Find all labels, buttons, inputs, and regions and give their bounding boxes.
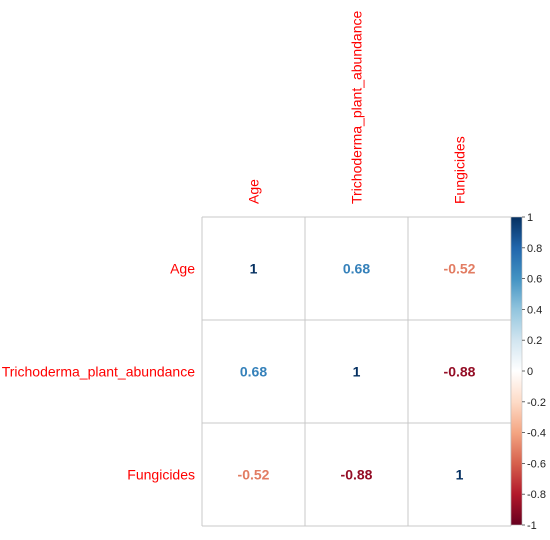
matrix-cell xyxy=(305,217,408,320)
matrix-cell xyxy=(305,320,408,423)
cell-values: 1 0.68 -0.52 0.68 1 -0.88 -0.52 -0.88 1 xyxy=(238,261,476,483)
row-label: Fungicides xyxy=(127,467,195,483)
colorbar xyxy=(510,216,523,526)
column-label: Age xyxy=(246,179,262,204)
matrix-cell xyxy=(202,320,305,423)
matrix-cell xyxy=(408,320,511,423)
row-labels: Age Trichoderma_plant_abundance Fungicides xyxy=(2,261,195,483)
cell-value: 0.68 xyxy=(240,364,267,380)
matrix-cell xyxy=(305,423,408,526)
cell-value: -0.88 xyxy=(341,467,373,483)
row-label: Age xyxy=(170,261,195,277)
cell-value: 1 xyxy=(250,261,258,277)
matrix-cell xyxy=(202,423,305,526)
colorbar-tick-label: -1 xyxy=(527,520,537,532)
column-label: Trichoderma_plant_abundance xyxy=(349,11,365,204)
cell-value: -0.52 xyxy=(444,261,476,277)
colorbar-tick-label: 1 xyxy=(527,212,533,224)
matrix-cells xyxy=(202,217,511,526)
colorbar-tick-label: -0.6 xyxy=(527,458,546,470)
colorbar-tick-label: -0.2 xyxy=(527,397,546,409)
colorbar-tick-label: -0.4 xyxy=(527,428,546,440)
cell-value: 1 xyxy=(353,364,361,380)
row-label: Trichoderma_plant_abundance xyxy=(2,364,195,380)
column-label: Fungicides xyxy=(452,136,468,204)
colorbar-tick-label: 0 xyxy=(527,366,533,378)
cell-value: -0.88 xyxy=(444,364,476,380)
matrix-cell xyxy=(408,217,511,320)
colorbar-tick-label: 0.8 xyxy=(527,243,542,255)
matrix-cell xyxy=(202,217,305,320)
colorbar-tick-label: -0.8 xyxy=(527,489,546,501)
colorbar-legend: 1 0.8 0.6 0.4 0.2 0 -0.2 -0.4 -0.6 -0.8 -1 xyxy=(510,212,546,532)
cell-value: 1 xyxy=(456,467,464,483)
column-labels: Age Trichoderma_plant_abundance Fungicides xyxy=(246,11,468,204)
colorbar-tick-label: 0.4 xyxy=(527,304,542,316)
colorbar-tick-label: 0.6 xyxy=(527,274,542,286)
colorbar-tick-label: 0.2 xyxy=(527,335,542,347)
cell-value: 0.68 xyxy=(343,261,370,277)
cell-value: -0.52 xyxy=(238,467,270,483)
matrix-cell xyxy=(408,423,511,526)
